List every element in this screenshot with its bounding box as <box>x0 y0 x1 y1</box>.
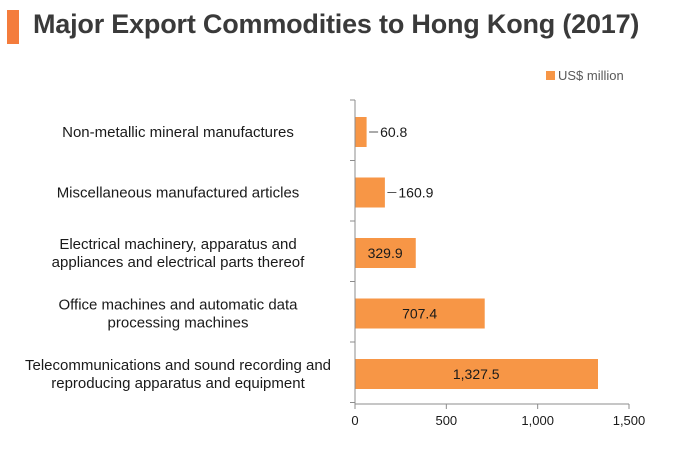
bar <box>355 177 385 208</box>
title-accent-bar <box>7 10 19 44</box>
x-tick-label: 1,500 <box>613 413 646 428</box>
bar <box>355 117 367 147</box>
category-label-line: Non-metallic mineral manufactures <box>62 124 294 141</box>
x-tick-label: 500 <box>435 413 457 428</box>
bar-series: 60.8 160.9 329.9 707.4 1,327.5 <box>355 117 598 389</box>
category-label-line: Office machines and automatic data <box>58 297 298 314</box>
category-label: Electrical machinery, apparatus and appli… <box>52 236 305 271</box>
data-label: 60.8 <box>380 124 407 140</box>
category-label-line: processing machines <box>108 315 249 332</box>
category-label-line: Telecommunications and sound recording a… <box>25 357 331 374</box>
legend-swatch <box>546 71 555 80</box>
legend-label: US$ million <box>558 68 624 83</box>
category-label-line: appliances and electrical parts thereof <box>52 254 305 271</box>
x-tick-label: 0 <box>351 413 358 428</box>
category-label-line: reproducing apparatus and equipment <box>51 375 305 392</box>
bar <box>355 359 598 389</box>
page-title: Major Export Commodities to Hong Kong (2… <box>33 9 640 39</box>
bar <box>355 298 485 329</box>
category-label: Office machines and automatic data proces… <box>58 297 298 332</box>
category-label-line: Electrical machinery, apparatus and <box>59 236 296 253</box>
category-label-line: Miscellaneous manufactured articles <box>57 185 300 202</box>
category-labels: Non-metallic mineral manufactures Miscell… <box>25 124 331 392</box>
x-tick-label: 1,000 <box>521 413 554 428</box>
x-axis: 0 500 1,000 1,500 <box>350 99 646 428</box>
data-label: 160.9 <box>398 185 433 201</box>
category-label: Miscellaneous manufactured articles <box>57 185 300 202</box>
category-label: Non-metallic mineral manufactures <box>62 124 294 141</box>
data-label: 329.9 <box>368 245 403 261</box>
data-label: 1,327.5 <box>453 366 500 382</box>
data-label: 707.4 <box>402 306 437 322</box>
bar <box>355 238 416 268</box>
category-label: Telecommunications and sound recording a… <box>25 357 331 392</box>
chart-legend: US$ million <box>546 68 624 83</box>
